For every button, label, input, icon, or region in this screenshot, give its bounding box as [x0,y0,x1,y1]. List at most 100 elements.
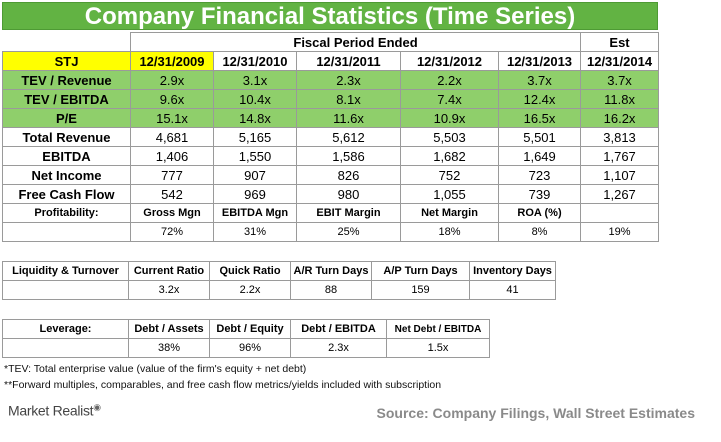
value-cell: 5,612 [296,127,401,147]
value-cell: 3.1x [213,70,297,90]
multiple-row: P/E 15.1x 14.8x 11.6x 10.9x 16.5x 16.2x [2,108,660,128]
blank-cell [580,203,660,223]
value-cell: 96% [209,338,291,358]
row-label: Total Revenue [2,127,131,147]
value-cell: 14.8x [213,108,297,128]
value-cell: 4,681 [130,127,214,147]
value-cell: 2.3x [290,338,387,358]
value-cell: 1,107 [580,165,660,185]
value-cell: 2.9x [130,70,214,90]
column-header: EBITDA Mgn [213,203,297,223]
value-cell: 1,267 [580,184,660,204]
column-header: Debt / EBITDA [290,319,387,339]
value-cell: 1,406 [130,146,214,166]
blank-cell [2,338,129,358]
value-cell: 8.1x [296,89,401,109]
financial-row: EBITDA 1,406 1,550 1,586 1,682 1,649 1,7… [2,146,660,166]
est-label: Est [580,32,660,52]
leverage-header-row: Leverage: Debt / Assets Debt / Equity De… [2,319,490,339]
column-header: Quick Ratio [209,261,291,281]
fiscal-label-row: Fiscal Period Ended Est [2,32,660,52]
value-cell: 11.8x [580,89,660,109]
value-cell: 8% [497,222,582,242]
value-cell: 16.2x [580,108,660,128]
value-cell: 10.9x [400,108,499,128]
row-label: Net Income [2,165,131,185]
leverage-label: Leverage: [2,319,129,339]
column-header: Current Ratio [128,261,210,281]
value-cell: 1,586 [296,146,401,166]
liquidity-header-row: Liquidity & Turnover Current Ratio Quick… [2,261,556,281]
period-row: STJ 12/31/2009 12/31/2010 12/31/2011 12/… [2,51,660,71]
period-header: 12/31/2014 [580,51,660,71]
value-cell: 3.7x [497,70,582,90]
ticker-cell: STJ [2,51,131,71]
value-cell: 9.6x [130,89,214,109]
value-cell: 3.2x [128,280,210,300]
value-cell: 5,503 [400,127,499,147]
value-cell: 777 [130,165,214,185]
value-cell: 5,165 [213,127,297,147]
row-label: TEV / Revenue [2,70,131,90]
financial-row: Free Cash Flow 542 969 980 1,055 739 1,2… [2,184,660,204]
row-label: Free Cash Flow [2,184,131,204]
column-header: Debt / Assets [128,319,210,339]
column-header: Debt / Equity [209,319,291,339]
value-cell: 907 [213,165,297,185]
value-cell: 1,682 [400,146,499,166]
source-note: Source: Company Filings, Wall Street Est… [376,405,695,421]
leverage-value-row: 38% 96% 2.3x 1.5x [2,338,490,358]
value-cell: 5,501 [497,127,582,147]
column-header: EBIT Margin [296,203,401,223]
value-cell: 3.7x [580,70,660,90]
value-cell: 752 [400,165,499,185]
value-cell: 1,649 [497,146,582,166]
period-header: 12/31/2009 [130,51,214,71]
multiple-row: TEV / Revenue 2.9x 3.1x 2.3x 2.2x 3.7x 3… [2,70,660,90]
column-header: A/R Turn Days [290,261,372,281]
footnote-subscription: **Forward multiples, comparables, and fr… [4,379,442,391]
value-cell: 19% [580,222,660,242]
value-cell: 10.4x [213,89,297,109]
value-cell: 16.5x [497,108,582,128]
row-label: EBITDA [2,146,131,166]
period-header: 12/31/2012 [400,51,499,71]
column-header: Net Margin [400,203,499,223]
value-cell: 1.5x [386,338,490,358]
blank-cell [2,222,131,242]
value-cell: 542 [130,184,214,204]
row-label: TEV / EBITDA [2,89,131,109]
page-title: Company Financial Statistics (Time Serie… [2,2,658,30]
value-cell: 1,055 [400,184,499,204]
value-cell: 739 [497,184,582,204]
financial-row: Net Income 777 907 826 752 723 1,107 [2,165,660,185]
value-cell: 7.4x [400,89,499,109]
value-cell: 2.2x [400,70,499,90]
blank-cell [2,280,129,300]
market-realist-logo: Market Realist◉ [8,402,101,419]
column-header: Inventory Days [469,261,556,281]
value-cell: 980 [296,184,401,204]
value-cell: 723 [497,165,582,185]
logo-text: Market Realist [8,402,94,419]
value-cell: 31% [213,222,297,242]
row-label: P/E [2,108,131,128]
blank-cell [2,32,131,52]
multiple-row: TEV / EBITDA 9.6x 10.4x 8.1x 7.4x 12.4x … [2,89,660,109]
value-cell: 12.4x [497,89,582,109]
liquidity-value-row: 3.2x 2.2x 88 159 41 [2,280,556,300]
value-cell: 826 [296,165,401,185]
column-header: ROA (%) [497,203,582,223]
value-cell: 2.2x [209,280,291,300]
value-cell: 88 [290,280,372,300]
value-cell: 11.6x [296,108,401,128]
period-header: 12/31/2010 [213,51,297,71]
column-header: Net Debt / EBITDA [386,319,490,339]
value-cell: 1,767 [580,146,660,166]
footnote-tev: *TEV: Total enterprise value (value of t… [4,363,307,375]
column-header: A/P Turn Days [371,261,470,281]
fiscal-period-label: Fiscal Period Ended [129,32,582,52]
financial-statistics-table: Fiscal Period Ended Est STJ 12/31/2009 1… [2,32,660,242]
value-cell: 41 [469,280,556,300]
value-cell: 1,550 [213,146,297,166]
